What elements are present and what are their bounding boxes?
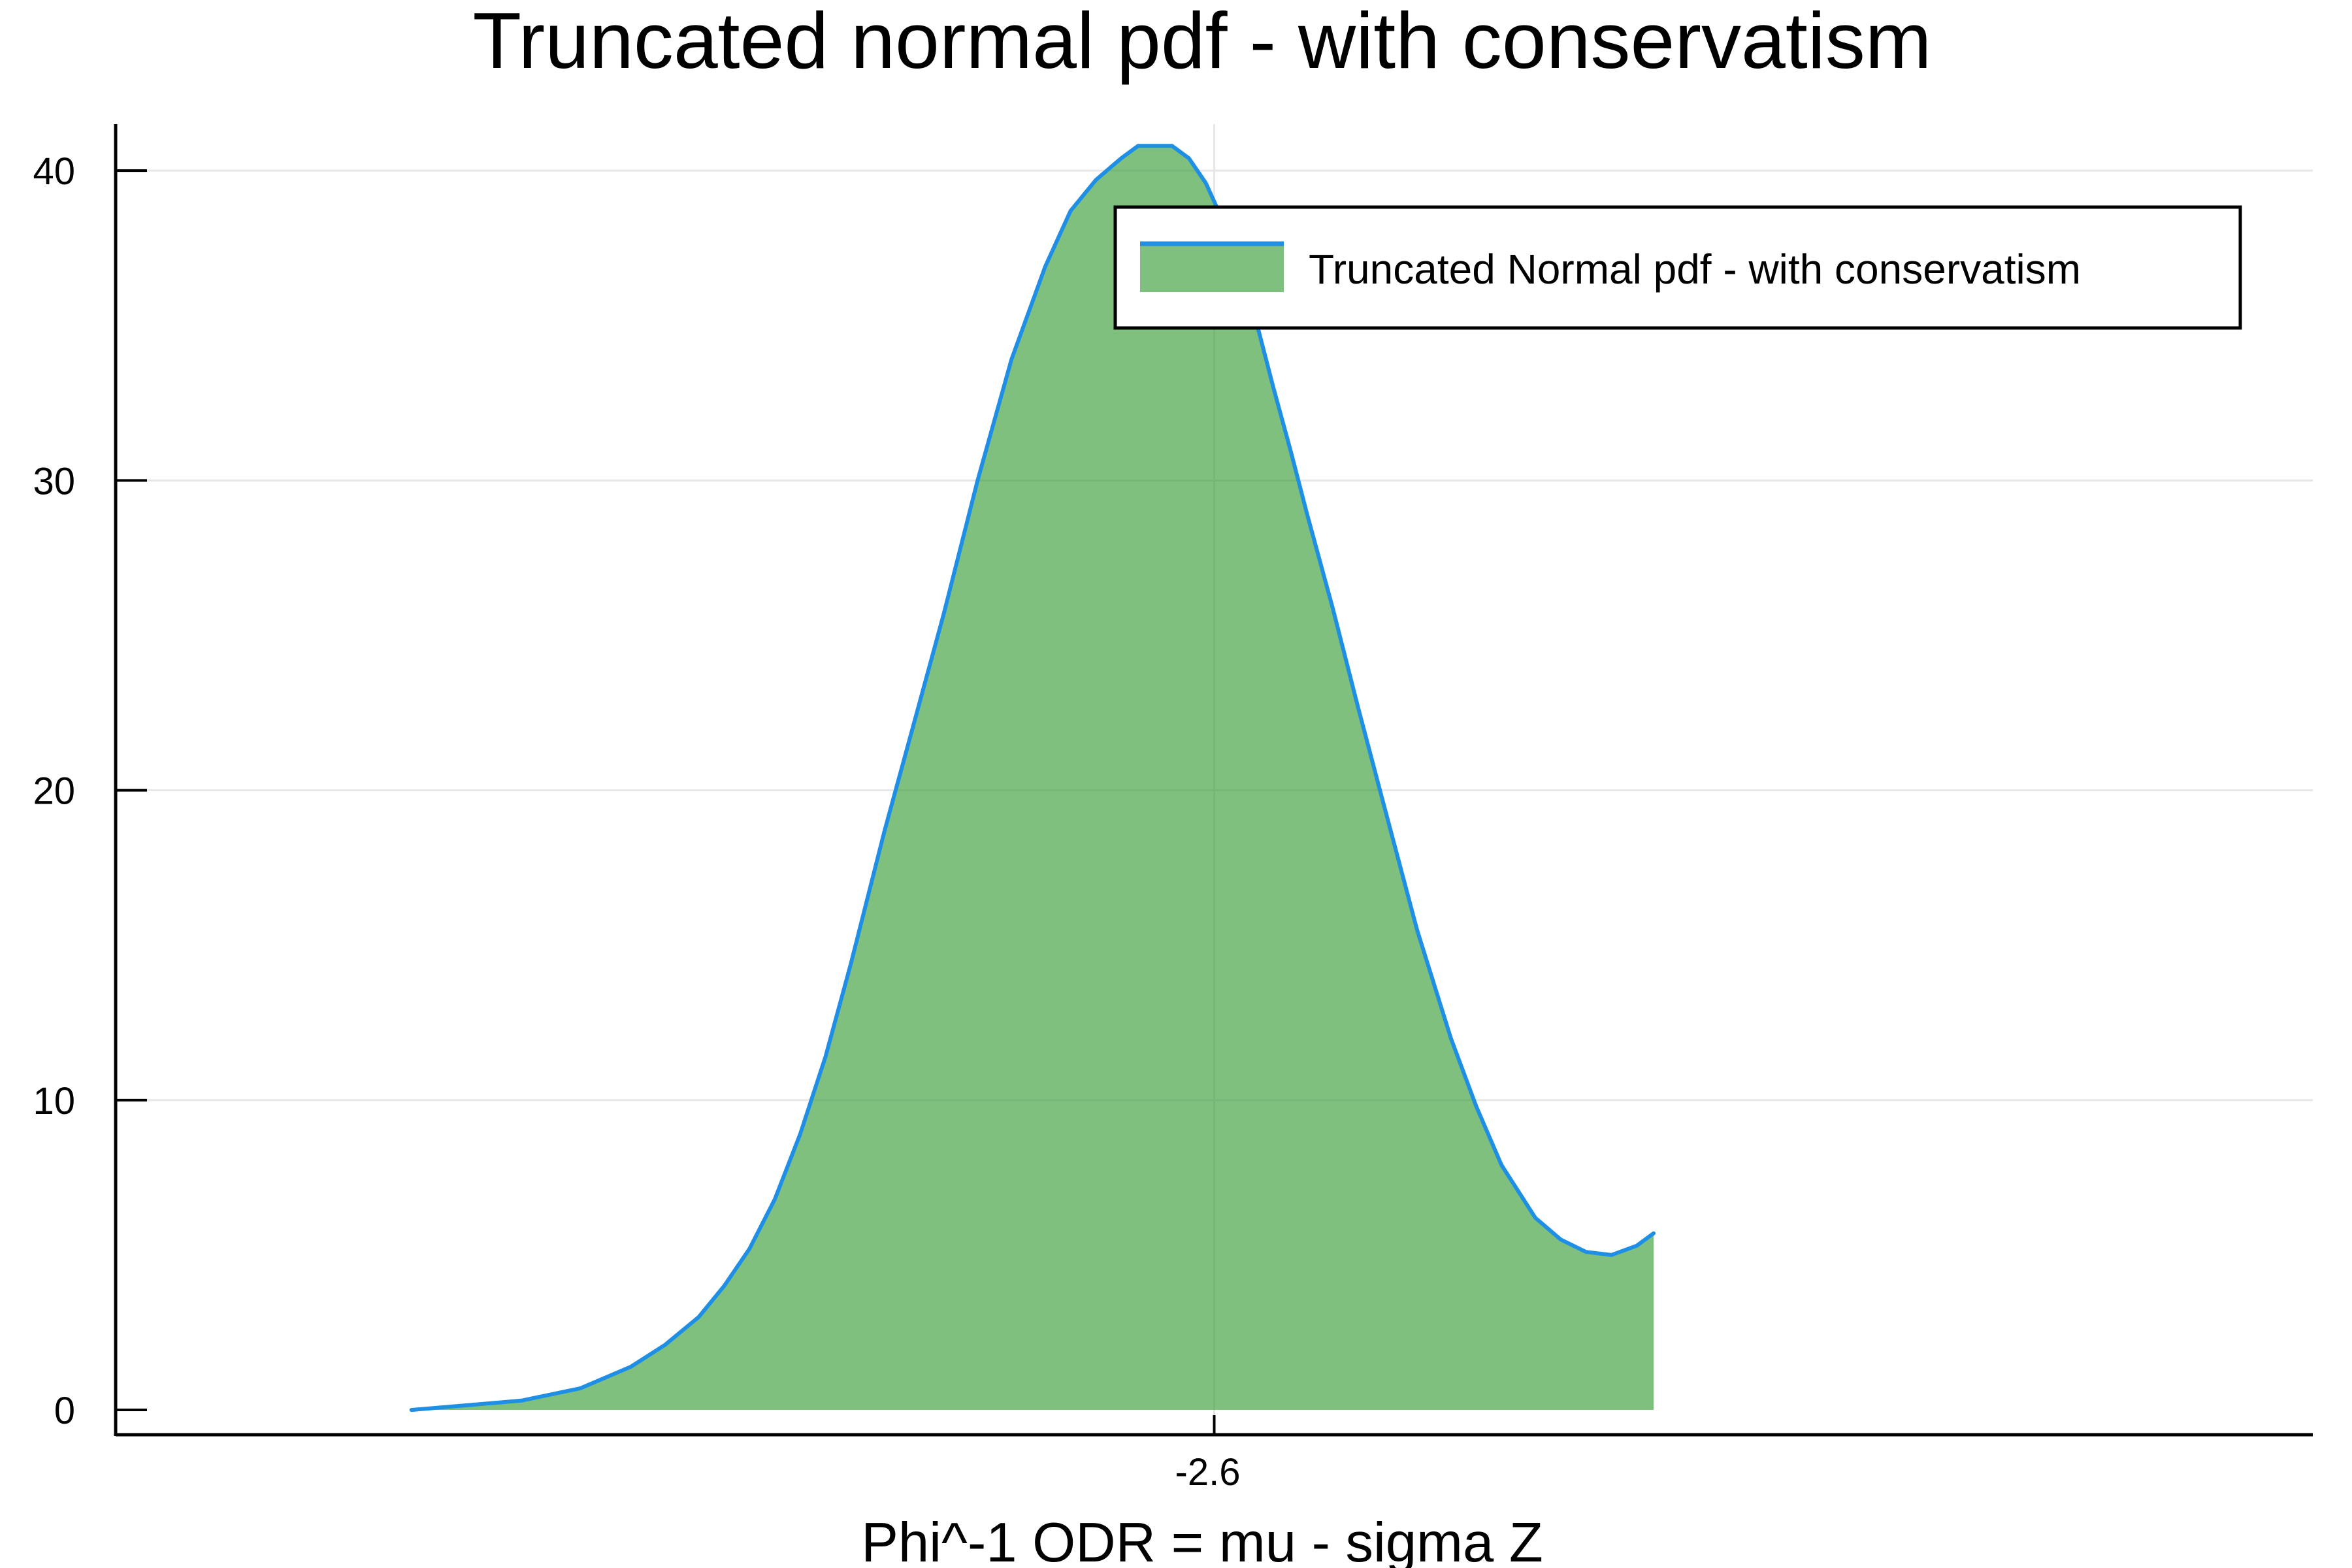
axis-ticks: 0 10 20 30 40 -2.6	[33, 150, 1240, 1494]
chart-title: Truncated normal pdf - with conservatism	[473, 0, 1932, 85]
y-tick-label: 20	[33, 770, 75, 813]
x-tick-label: -2.6	[1175, 1451, 1241, 1494]
x-axis-label: Phi^-1 ODR = mu - sigma Z	[861, 1512, 1543, 1568]
y-tick-label: 0	[54, 1390, 75, 1432]
legend: Truncated Normal pdf - with conservatism	[1113, 205, 2242, 330]
series-area	[411, 146, 1654, 1411]
y-tick-label: 30	[33, 460, 75, 502]
legend-box	[1113, 205, 2242, 330]
plot-area	[409, 144, 1656, 1413]
y-tick-label: 10	[33, 1080, 75, 1122]
legend-entry: Truncated Normal pdf - with conservatism	[1309, 246, 2081, 293]
y-tick-label: 40	[33, 150, 75, 193]
series-line	[409, 144, 1656, 1413]
legend-swatch	[1140, 244, 1284, 292]
